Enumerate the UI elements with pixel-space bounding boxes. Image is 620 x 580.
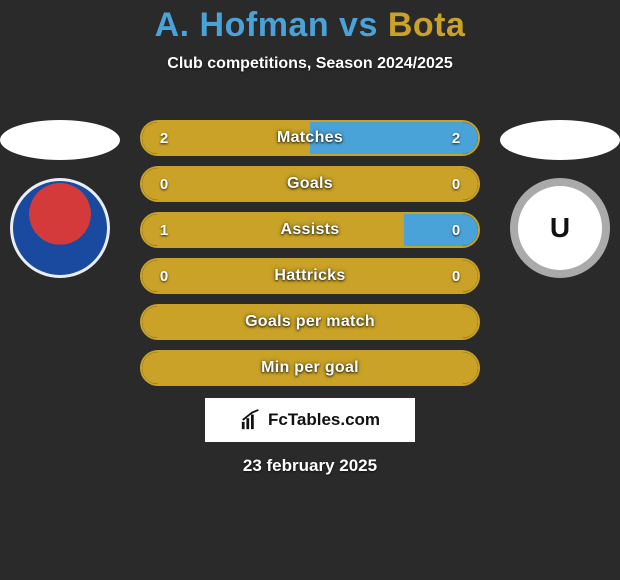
date-text: 23 february 2025 bbox=[0, 456, 620, 476]
logo-pedestal-left bbox=[0, 120, 120, 160]
stat-label: Matches bbox=[142, 122, 478, 154]
stat-row: 22Matches bbox=[140, 120, 480, 156]
page-title: A. Hofman vs Bota bbox=[0, 0, 620, 45]
right-club-block: U bbox=[500, 120, 620, 290]
logo-pedestal-right bbox=[500, 120, 620, 160]
left-club-block bbox=[0, 120, 120, 290]
right-club-logo: U bbox=[510, 178, 610, 278]
left-club-logo bbox=[10, 178, 110, 278]
attribution-text: FcTables.com bbox=[268, 410, 380, 430]
stat-row: 00Hattricks bbox=[140, 258, 480, 294]
stat-label: Goals per match bbox=[142, 306, 478, 338]
stat-label: Goals bbox=[142, 168, 478, 200]
chart-icon bbox=[240, 409, 262, 431]
stat-row: Goals per match bbox=[140, 304, 480, 340]
comparison-chart: 22Matches 00Goals 10Assists 00Hattricks Goal… bbox=[140, 120, 480, 396]
player-b-name: Bota bbox=[388, 6, 466, 44]
stat-label: Min per goal bbox=[142, 352, 478, 384]
stat-row: 00Goals bbox=[140, 166, 480, 202]
stat-label: Hattricks bbox=[142, 260, 478, 292]
subtitle: Club competitions, Season 2024/2025 bbox=[0, 55, 620, 73]
stat-row: Min per goal bbox=[140, 350, 480, 386]
attribution-badge: FcTables.com bbox=[205, 398, 415, 442]
stat-label: Assists bbox=[142, 214, 478, 246]
stat-row: 10Assists bbox=[140, 212, 480, 248]
vs-text: vs bbox=[329, 6, 388, 44]
player-a-name: A. Hofman bbox=[155, 6, 330, 44]
